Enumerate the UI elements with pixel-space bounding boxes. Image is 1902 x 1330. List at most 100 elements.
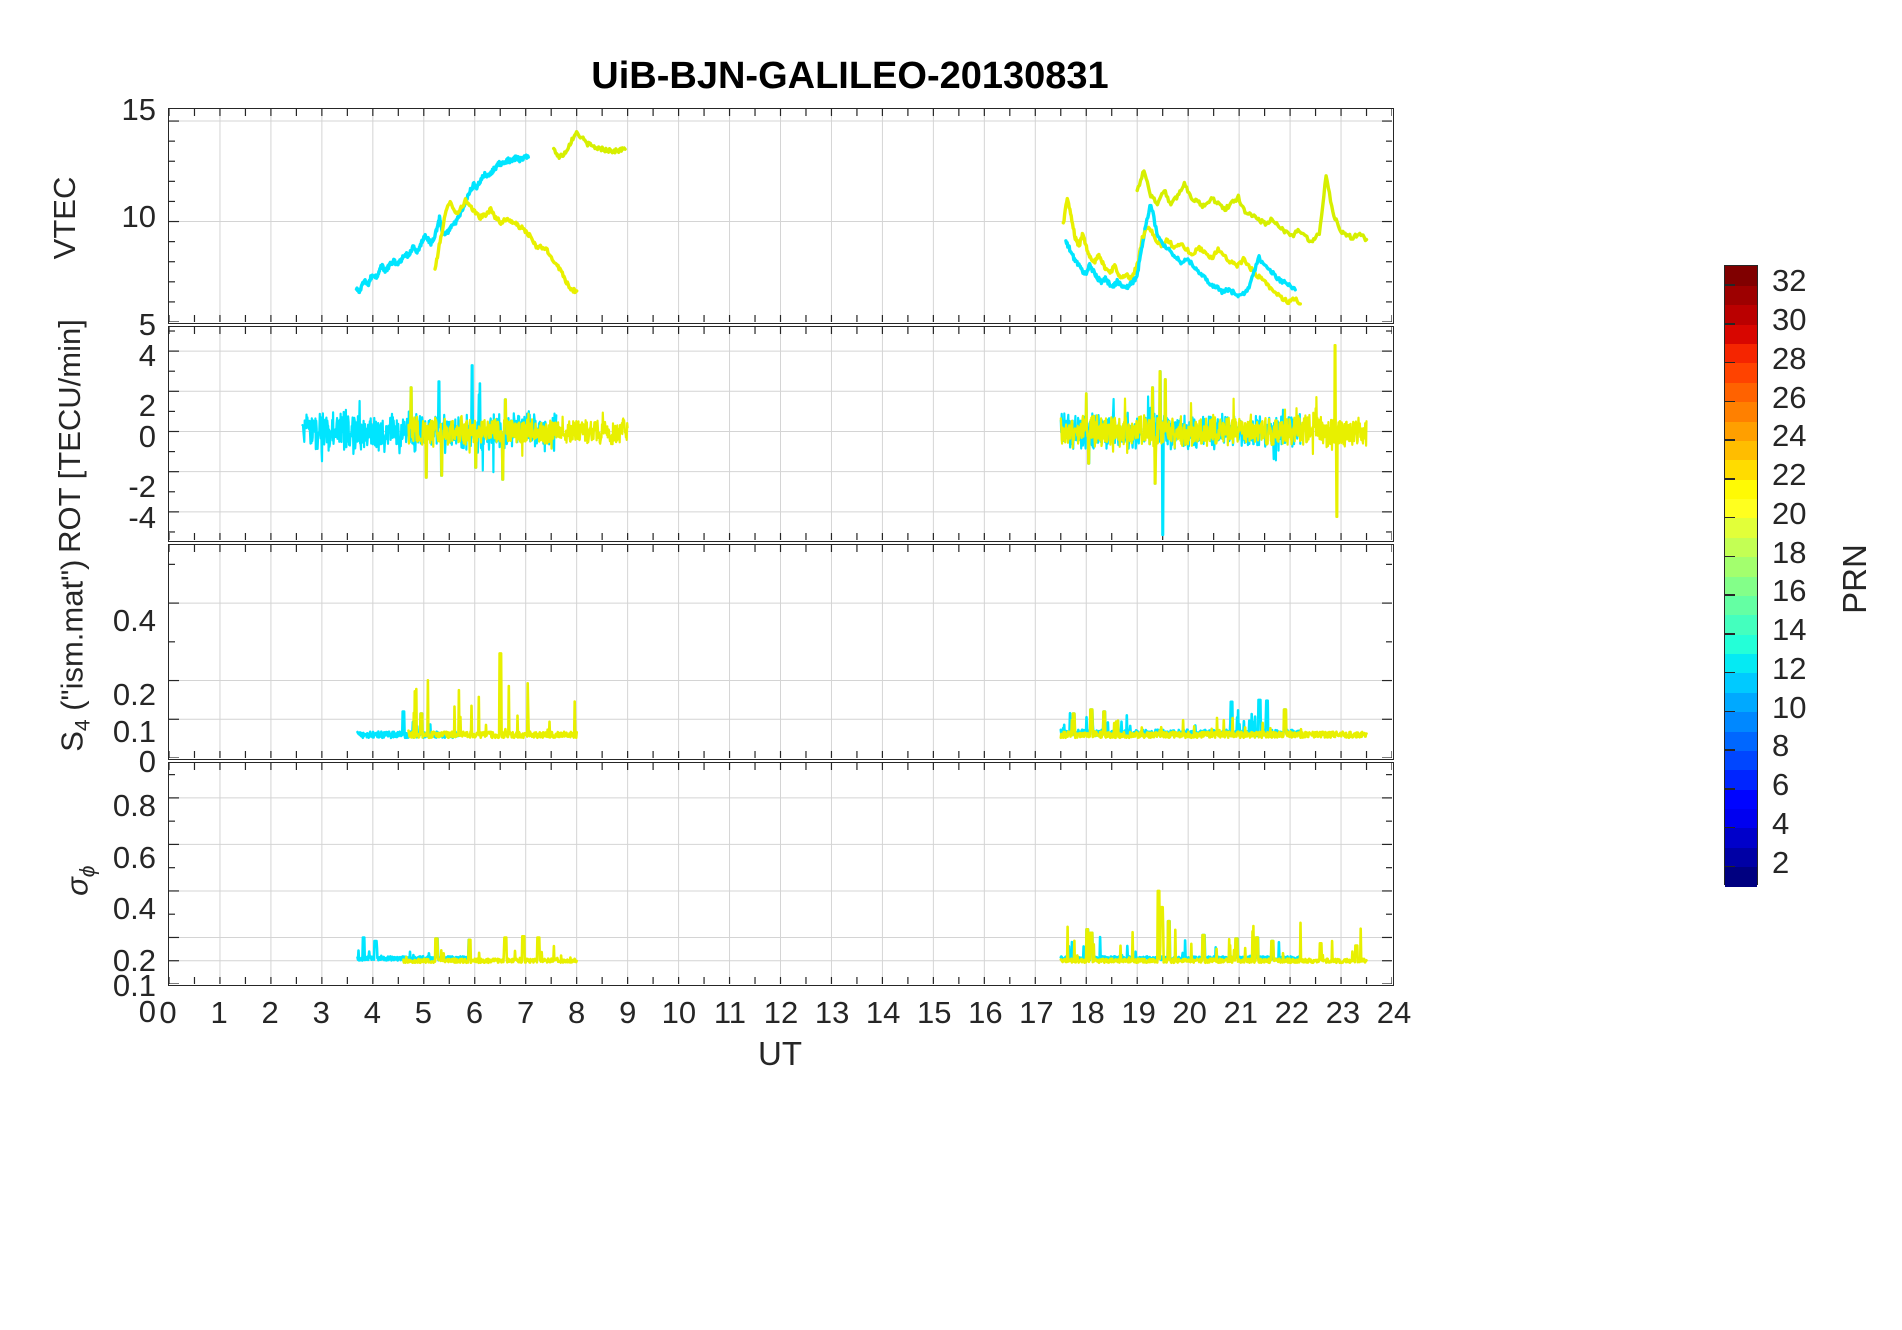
colorbar-segment (1725, 285, 1757, 306)
colorbar-segment (1725, 324, 1757, 345)
colorbar-segment (1725, 362, 1757, 383)
panel-s4-ytick-1: 0.2 (112, 677, 156, 712)
colorbar-segment (1725, 440, 1757, 461)
colorbar-segment (1725, 556, 1757, 577)
colorbar-segment (1725, 731, 1757, 751)
colorbar-tickmark (1724, 826, 1735, 829)
colorbar-segment (1725, 634, 1757, 655)
colorbar-segment (1725, 537, 1757, 558)
colorbar-tick-28: 28 (1772, 340, 1807, 376)
panel-sigma-ytick-1: 0.6 (112, 840, 156, 875)
x-tick-23: 23 (1325, 995, 1361, 1030)
panel-s4-ytick-2: 0.1 (112, 714, 156, 749)
x-tick-2: 2 (261, 995, 279, 1030)
colorbar-segment (1725, 421, 1757, 441)
x-tick-19: 19 (1121, 995, 1156, 1030)
data-series (407, 386, 629, 481)
colorbar-segment (1725, 672, 1757, 693)
colorbar-segment (1725, 517, 1757, 538)
colorbar-tick-6: 6 (1772, 767, 1790, 803)
x-tick-18: 18 (1070, 995, 1105, 1030)
x-tick-1: 1 (210, 995, 228, 1030)
colorbar-tickmark (1724, 633, 1735, 635)
colorbar-tickmark (1724, 865, 1735, 868)
colorbar-tickmark (1724, 361, 1735, 364)
panel-sigma-ytick-0: 0.8 (112, 788, 156, 823)
colorbar-tick-30: 30 (1772, 302, 1807, 338)
data-series (356, 710, 461, 740)
x-tick-3: 3 (312, 995, 330, 1030)
x-tick-24: 24 (1376, 995, 1412, 1030)
x-tick-22: 22 (1274, 995, 1310, 1030)
colorbar-segment (1725, 459, 1757, 480)
data-series (1064, 227, 1147, 291)
x-axis-label: UT (758, 1035, 802, 1072)
x-tick-6: 6 (465, 995, 484, 1030)
colorbar-segment (1725, 827, 1757, 848)
data-series (1143, 203, 1297, 299)
colorbar-segment (1725, 479, 1757, 500)
colorbar-tickmark (1724, 400, 1735, 403)
x-tick-14: 14 (865, 995, 901, 1030)
colorbar-segment (1725, 266, 1757, 286)
x-tick-0: 0 (159, 995, 177, 1030)
colorbar-tickmark (1724, 323, 1735, 325)
x-tick-16: 16 (968, 995, 1003, 1030)
data-series (1135, 169, 1369, 244)
data-series (1059, 889, 1368, 965)
panel-rot (168, 326, 1394, 542)
colorbar-segment (1725, 498, 1757, 519)
panel-rot-ytick-3: -2 (128, 469, 156, 504)
colorbar-tick-8: 8 (1772, 728, 1790, 764)
colorbar-tick-22: 22 (1772, 457, 1807, 493)
x-tick-5: 5 (414, 995, 433, 1030)
data-series (1059, 344, 1368, 518)
panel-rot-ytick-1: 2 (138, 388, 156, 423)
data-series (1061, 196, 1144, 282)
data-series (1059, 919, 1302, 962)
colorbar-segment (1725, 614, 1757, 635)
colorbar[interactable] (1724, 265, 1758, 887)
colorbar-segment (1725, 576, 1757, 596)
data-series (407, 652, 579, 740)
colorbar-tick-12: 12 (1772, 650, 1807, 686)
colorbar-tick-14: 14 (1772, 612, 1807, 648)
colorbar-tick-32: 32 (1772, 263, 1807, 299)
figure-title: UiB-BJN-GALILEO-20130831 (591, 55, 1109, 97)
colorbar-tickmark (1724, 671, 1735, 674)
colorbar-segment (1725, 653, 1757, 674)
panel-rot-ytick-2: 0 (138, 419, 156, 454)
x-tick-10: 10 (661, 995, 697, 1030)
data-series (356, 936, 472, 962)
panel-vtec-ytick-2: 5 (138, 307, 156, 342)
x-tick-11: 11 (713, 995, 746, 1030)
colorbar-label: PRN (1836, 544, 1873, 614)
colorbar-segment (1725, 769, 1757, 790)
colorbar-tick-4: 4 (1772, 805, 1790, 841)
x-tick-15: 15 (917, 995, 952, 1030)
x-tick-8: 8 (568, 995, 586, 1030)
data-series (552, 130, 627, 160)
colorbar-tickmark (1724, 516, 1735, 519)
panel-sigma-ytick-4: 0.1 (112, 968, 156, 1003)
colorbar-segment (1725, 304, 1757, 325)
x-tick-7: 7 (516, 995, 535, 1030)
data-series (1059, 370, 1302, 537)
panel-vtec-canvas (169, 109, 1392, 322)
colorbar-segment (1725, 750, 1757, 771)
x-tick-21: 21 (1223, 995, 1258, 1030)
colorbar-tickmark (1724, 749, 1735, 751)
x-tick-12: 12 (763, 995, 799, 1030)
colorbar-segment (1725, 847, 1757, 868)
panel-sigma-ytick-2: 0.4 (112, 891, 156, 926)
colorbar-segment (1725, 711, 1757, 732)
colorbar-tickmark (1724, 478, 1735, 480)
panel-sigma-phi (168, 762, 1394, 986)
colorbar-tick-10: 10 (1772, 689, 1807, 725)
colorbar-segment (1725, 789, 1757, 810)
panel-rot-canvas (169, 327, 1392, 540)
panel-rot-ytick-4: -4 (128, 500, 156, 535)
colorbar-segment (1725, 692, 1757, 713)
panel-sigma-ytick-5: 0 (138, 994, 156, 1029)
